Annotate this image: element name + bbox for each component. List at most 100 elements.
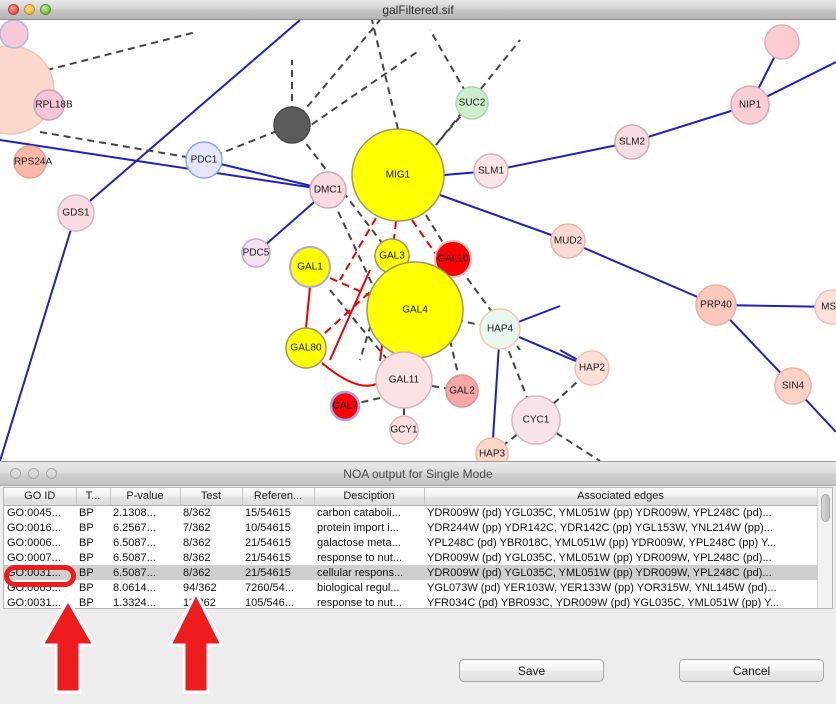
cell-description: galactose meta... xyxy=(317,536,401,549)
results-table-viewport: GO ID T... P-value Test Referen... Desci… xyxy=(4,488,817,608)
network-node-unlabeled-gray[interactable] xyxy=(273,106,311,144)
window-traffic-lights xyxy=(8,4,51,15)
cell-type: BP xyxy=(79,506,94,519)
noa-output-dialog: NOA output for Single Mode GO ID T... P-… xyxy=(0,461,836,704)
network-node-SIN4[interactable] xyxy=(774,367,812,405)
minimize-button[interactable] xyxy=(24,4,35,15)
network-node-MSI[interactable] xyxy=(814,289,836,325)
network-node-DMC1[interactable] xyxy=(309,171,347,209)
cell-type: BP xyxy=(79,521,94,534)
table-row[interactable]: GO:0007... BP 6.5087... 8/362 21/54615 respon… xyxy=(4,550,817,565)
edge xyxy=(491,328,501,455)
cancel-button[interactable]: Cancel xyxy=(679,659,824,682)
dashed-edges xyxy=(0,20,601,461)
cell-associated-edges: YDR244W (pp) YDR142C, YDR142C (pp) YGL15… xyxy=(427,521,773,534)
network-node-HAP2[interactable] xyxy=(574,350,610,386)
network-node-GAL7[interactable] xyxy=(329,390,361,422)
cell-reference: 21/54615 xyxy=(242,565,314,580)
cell-go-id: GO:0045... xyxy=(7,506,61,519)
cell-pvalue: 6.5087... xyxy=(113,536,156,549)
network-node[interactable] xyxy=(0,20,29,49)
close-button[interactable] xyxy=(8,4,19,15)
network-node-GAL1[interactable] xyxy=(289,246,331,288)
edge xyxy=(631,104,751,143)
network-node-CYC1[interactable] xyxy=(511,395,561,445)
network-node-GAL80[interactable] xyxy=(285,327,327,369)
cell-reference: 105/546... xyxy=(245,596,294,609)
cell-type: BP xyxy=(79,551,94,564)
table-row[interactable]: GO:0045... BP 2.1308... 8/362 15/54615 carbon… xyxy=(4,505,817,520)
column-header-go-id[interactable]: GO ID xyxy=(4,488,77,506)
network-node-GAL4[interactable] xyxy=(366,261,464,359)
cell-description: carbon cataboli... xyxy=(317,506,401,519)
network-node-RPL18B[interactable] xyxy=(33,89,65,121)
network-node-PDC1[interactable] xyxy=(185,141,223,179)
network-node-GAL10[interactable] xyxy=(434,240,472,278)
cell-go-id: GO:0006... xyxy=(7,536,61,549)
table-row[interactable]: GO:0031... BP 6.5087... 8/362 21/54615 cellul… xyxy=(4,565,817,580)
network-node-RPS24A[interactable] xyxy=(13,145,47,179)
network-node-GAL2[interactable] xyxy=(445,374,479,408)
network-node[interactable] xyxy=(764,24,800,60)
noa-zoom-button[interactable] xyxy=(46,468,57,479)
zoom-button[interactable] xyxy=(40,4,51,15)
network-node-PDC5[interactable] xyxy=(241,238,271,268)
edge xyxy=(329,269,371,361)
cell-reference: 15/54615 xyxy=(245,506,291,519)
table-row[interactable]: GO:0016... BP 6.2567... 7/362 10/54615 protei… xyxy=(4,520,817,535)
network-node-GAL11[interactable] xyxy=(375,351,433,409)
network-node-MIG1[interactable] xyxy=(351,128,445,222)
edge xyxy=(0,212,77,461)
edge xyxy=(339,217,377,281)
cell-description: response to nut... xyxy=(317,596,402,609)
edge xyxy=(439,194,569,242)
column-header-description[interactable]: Desciption xyxy=(314,488,425,506)
network-node-NIP1[interactable] xyxy=(730,85,770,125)
network-node-GCY1[interactable] xyxy=(389,415,419,445)
network-node-HAP3[interactable] xyxy=(475,437,509,461)
edge xyxy=(393,220,397,240)
cell-type: BP xyxy=(79,596,94,609)
cell-pvalue: 2.1308... xyxy=(113,506,156,519)
cell-go-id: GO:0031... xyxy=(4,565,76,580)
column-header-test[interactable]: Test xyxy=(180,488,243,506)
cell-reference: 21/54615 xyxy=(245,551,291,564)
cell-associated-edges: YPL248C (pd) YBR018C, YML051W (pp) YDR00… xyxy=(427,536,777,549)
results-table-scrollbar[interactable] xyxy=(817,488,832,608)
nodes-layer[interactable]: RPL18B RPS24A GDS1 PDC1 PDC5 DMC1 MIG1 S… xyxy=(0,20,836,461)
cell-associated-edges: YDR009W (pd) YGL035C, YML051W (pp) YDR00… xyxy=(427,551,772,564)
column-header-associated-edges[interactable]: Associated edges xyxy=(424,488,817,506)
noa-close-button[interactable] xyxy=(10,468,21,479)
network-canvas[interactable]: RPL18B RPS24A GDS1 PDC1 PDC5 DMC1 MIG1 S… xyxy=(0,20,836,461)
edge xyxy=(324,269,395,334)
scrollbar-thumb[interactable] xyxy=(821,494,830,522)
table-row[interactable]: GO:0065... BP 8.0614... 94/362 7260/54... bio… xyxy=(4,580,817,595)
edge xyxy=(567,240,717,306)
save-button[interactable]: Save xyxy=(459,659,604,682)
column-header-reference[interactable]: Referen... xyxy=(242,488,315,506)
cell-go-id: GO:0016... xyxy=(7,521,61,534)
network-node-PRP40[interactable] xyxy=(695,284,737,326)
results-table-container[interactable]: GO ID T... P-value Test Referen... Desci… xyxy=(3,487,833,609)
noa-minimize-button[interactable] xyxy=(28,468,39,479)
network-node-MUD2[interactable] xyxy=(550,223,586,259)
column-header-type[interactable]: T... xyxy=(76,488,111,506)
network-graph[interactable]: RPL18B RPS24A GDS1 PDC1 PDC5 DMC1 MIG1 S… xyxy=(0,20,836,461)
dialog-footer: Save Cancel xyxy=(0,652,836,704)
cell-description: protein import i... xyxy=(317,521,399,534)
network-node-GDS1[interactable] xyxy=(57,194,95,232)
cell-associated-edges: YFR034C (pd) YBR093C, YDR009W (pd) YGL03… xyxy=(427,596,780,609)
column-header-pvalue[interactable]: P-value xyxy=(110,488,181,506)
network-node-SLM2[interactable] xyxy=(614,124,650,160)
network-node-SUC2[interactable] xyxy=(455,86,489,120)
cell-type: BP xyxy=(79,536,94,549)
table-row[interactable]: GO:0031... BP 1.3324... 11/362 105/546... res… xyxy=(4,595,817,609)
table-row[interactable]: GO:0006... BP 6.5087... 8/362 21/54615 galact… xyxy=(4,535,817,550)
network-node-SLM1[interactable] xyxy=(473,153,509,189)
window-title: galFiltered.sif xyxy=(382,2,454,17)
results-table: GO ID T... P-value Test Referen... Desci… xyxy=(4,488,817,608)
network-node-HAP4[interactable] xyxy=(479,308,521,350)
cell-go-id: GO:0031... xyxy=(7,596,61,609)
cell-reference: 21/54615 xyxy=(245,536,291,549)
cell-pvalue: 6.5087... xyxy=(113,551,156,564)
